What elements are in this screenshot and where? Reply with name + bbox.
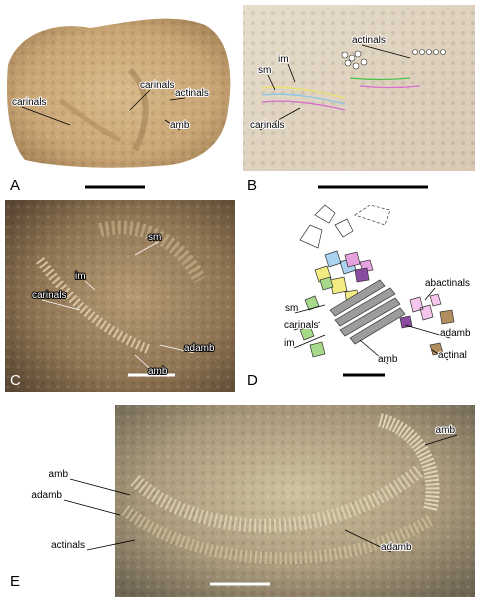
annotation-label: sm (148, 232, 161, 243)
annotation-label: carinals (250, 120, 284, 131)
leader-line (431, 349, 449, 361)
annotation-label: adamb (184, 343, 215, 354)
leader-line (159, 344, 195, 354)
panel-a-photo (6, 18, 231, 189)
panel-letter: C (10, 372, 21, 389)
panel-letter: A (10, 177, 20, 194)
leader-line (259, 107, 301, 131)
leader-line (344, 529, 392, 553)
annotation-label: carinals (140, 80, 174, 91)
annotation-label: im (284, 338, 295, 349)
leader-line (424, 434, 458, 446)
leader-line (164, 119, 181, 131)
leader-line (129, 89, 151, 111)
leader-line (84, 280, 96, 291)
annotation-label: abactinals (425, 278, 470, 289)
annotation-label: carinals (12, 97, 46, 108)
leader-line (361, 44, 411, 59)
leader-line (293, 334, 326, 349)
panel-letter: B (247, 177, 257, 194)
panel-e-photo (115, 405, 475, 597)
annotation-label: amb (170, 120, 190, 131)
annotation-label: actinals (175, 88, 209, 99)
leader-line (21, 106, 71, 126)
panel-b-photo (243, 5, 475, 189)
annotations: AcarinalscarinalsactinalsambBactinalsims… (10, 34, 472, 590)
leader-line (134, 241, 159, 256)
annotation-label: carinals (284, 320, 318, 331)
leader-line (424, 287, 436, 301)
leader-line (63, 499, 121, 516)
annotation-label: actinals (51, 540, 85, 551)
annotation-label: sm (285, 303, 298, 314)
annotation-label: adamb (381, 542, 412, 553)
annotation-label: adamb (440, 328, 471, 339)
panel-letter: E (10, 573, 20, 590)
leader-line (267, 74, 276, 91)
leader-line (69, 478, 131, 496)
annotation-label: actinal (438, 350, 467, 361)
leader-line (294, 304, 326, 314)
leader-line (134, 354, 159, 377)
annotation-label: amb (436, 425, 456, 436)
leader-line (287, 63, 296, 83)
leader-line (86, 539, 136, 551)
panel-c-photo (5, 200, 235, 392)
leader-line (359, 339, 389, 365)
annotation-label: actinals (352, 35, 386, 46)
panel-letter: D (247, 372, 258, 389)
leader-line (293, 321, 321, 331)
leader-line (169, 97, 186, 101)
panel-d-drawing (299, 204, 455, 377)
leader-line (41, 299, 81, 311)
annotation-label: im (75, 271, 86, 282)
annotation-label: amb (378, 354, 398, 365)
leader-line (404, 324, 451, 339)
annotation-label: amb (148, 366, 168, 377)
annotation-label: im (278, 54, 289, 65)
annotation-label: adamb (31, 490, 62, 501)
annotation-label: amb (49, 469, 69, 480)
annotation-label: sm (258, 65, 271, 76)
annotation-label: carinals (32, 290, 66, 301)
